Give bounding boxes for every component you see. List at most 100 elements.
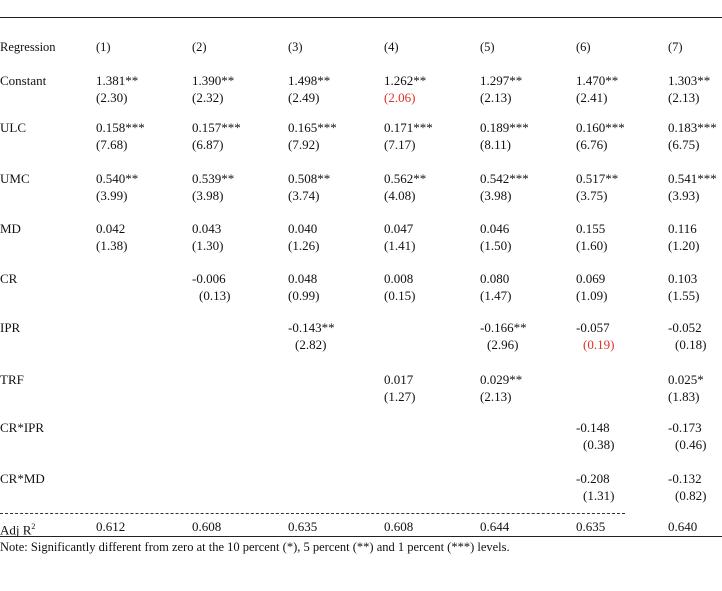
adj-r2-label: Adj R2: [0, 519, 35, 538]
t-statistic-cell: (0.46): [675, 437, 707, 452]
coefficient-cell: 1.470**: [576, 73, 619, 88]
column-header-2: (2): [192, 40, 207, 54]
coefficient-cell: 0.540**: [96, 171, 139, 186]
coefficient-cell: 0.048: [288, 271, 318, 286]
coefficient-cell: 0.155: [576, 221, 606, 236]
t-statistic-cell: (8.11): [480, 137, 511, 152]
t-statistic-cell: (3.98): [192, 188, 224, 203]
t-statistic-cell: (2.41): [576, 90, 608, 105]
coefficient-cell: 0.046: [480, 221, 510, 236]
coefficient-cell: 0.080: [480, 271, 510, 286]
coefficient-cell: 0.189***: [480, 120, 529, 135]
t-statistic-cell: (1.83): [668, 389, 700, 404]
coefficient-cell: 0.103: [668, 271, 698, 286]
t-statistic-cell: (0.13): [199, 288, 231, 303]
row-label-umc: UMC: [0, 171, 30, 186]
coefficient-cell: 0.539**: [192, 171, 235, 186]
t-statistic-cell: (2.32): [192, 90, 224, 105]
column-header-6: (6): [576, 40, 591, 54]
coefficient-cell: 0.517**: [576, 171, 619, 186]
row-label-ipr: IPR: [0, 320, 21, 335]
row-label-md: MD: [0, 221, 21, 236]
t-statistic-cell: (2.13): [480, 90, 512, 105]
coefficient-cell: 1.498**: [288, 73, 331, 88]
adj-r2-text: Adj R: [0, 522, 32, 538]
coefficient-cell: 0.541***: [668, 171, 717, 186]
coefficient-cell: 1.297**: [480, 73, 523, 88]
t-statistic-cell: (0.18): [675, 337, 707, 352]
coefficient-cell: -0.208: [576, 471, 610, 486]
coefficient-cell: 0.042: [96, 221, 126, 236]
t-statistic-cell: (1.20): [668, 238, 700, 253]
coefficient-cell: 0.165***: [288, 120, 337, 135]
coefficient-cell: 0.157***: [192, 120, 241, 135]
t-statistic-cell: (1.47): [480, 288, 512, 303]
column-header-4: (4): [384, 40, 399, 54]
coefficient-cell: 1.262**: [384, 73, 427, 88]
row-label-cr-md: CR*MD: [0, 471, 45, 486]
t-statistic-cell: (2.82): [295, 337, 327, 352]
coefficient-cell: 0.017: [384, 372, 414, 387]
coefficient-cell: -0.132: [668, 471, 702, 486]
coefficient-cell: 0.160***: [576, 120, 625, 135]
top-rule: [0, 17, 722, 18]
adj-r2-value: 0.635: [288, 519, 318, 534]
t-statistic-cell: (2.96): [487, 337, 519, 352]
t-statistic-cell: (1.31): [583, 488, 615, 503]
adj-r2-value: 0.608: [384, 519, 414, 534]
t-statistic-cell: (6.75): [668, 137, 700, 152]
coefficient-cell: 0.158***: [96, 120, 145, 135]
t-statistic-cell: (1.30): [192, 238, 224, 253]
coefficient-cell: -0.143**: [288, 320, 335, 335]
t-statistic-cell: (2.49): [288, 90, 320, 105]
t-statistic-cell: (2.13): [668, 90, 700, 105]
t-statistic-cell: (1.09): [576, 288, 608, 303]
t-statistic-cell: (0.19): [583, 337, 615, 352]
t-statistic-cell: (0.38): [583, 437, 615, 452]
adj-r2-value: 0.640: [668, 519, 698, 534]
dashed-rule: [0, 513, 625, 514]
adj-r2-value: 0.612: [96, 519, 126, 534]
t-statistic-cell: (1.38): [96, 238, 128, 253]
coefficient-cell: 0.040: [288, 221, 318, 236]
t-statistic-cell: (1.26): [288, 238, 320, 253]
coefficient-cell: 0.542***: [480, 171, 529, 186]
coefficient-cell: 1.390**: [192, 73, 235, 88]
t-statistic-cell: (7.92): [288, 137, 320, 152]
coefficient-cell: 0.171***: [384, 120, 433, 135]
t-statistic-cell: (2.30): [96, 90, 128, 105]
adj-r2-value: 0.635: [576, 519, 606, 534]
coefficient-cell: 1.303**: [668, 73, 711, 88]
row-label-cr-ipr: CR*IPR: [0, 420, 45, 435]
coefficient-cell: -0.052: [668, 320, 702, 335]
t-statistic-cell: (7.17): [384, 137, 416, 152]
t-statistic-cell: (3.99): [96, 188, 128, 203]
t-statistic-cell: (0.99): [288, 288, 320, 303]
coefficient-cell: 0.025*: [668, 372, 704, 387]
t-statistic-cell: (2.06): [384, 90, 416, 105]
coefficient-cell: -0.173: [668, 420, 702, 435]
coefficient-cell: -0.057: [576, 320, 610, 335]
t-statistic-cell: (0.82): [675, 488, 707, 503]
row-label-constant: Constant: [0, 73, 47, 88]
t-statistic-cell: (1.27): [384, 389, 416, 404]
t-statistic-cell: (1.60): [576, 238, 608, 253]
coefficient-cell: 0.043: [192, 221, 222, 236]
coefficient-cell: 1.381**: [96, 73, 139, 88]
coefficient-cell: 0.183***: [668, 120, 717, 135]
t-statistic-cell: (1.55): [668, 288, 700, 303]
coefficient-cell: -0.006: [192, 271, 226, 286]
coefficient-cell: 0.562**: [384, 171, 427, 186]
coefficient-cell: -0.166**: [480, 320, 527, 335]
adj-r2-value: 0.644: [480, 519, 510, 534]
row-label-cr: CR: [0, 271, 18, 286]
t-statistic-cell: (2.13): [480, 389, 512, 404]
table-note: Note: Significantly different from zero …: [0, 540, 510, 554]
bottom-rule: [0, 536, 722, 537]
coefficient-cell: 0.008: [384, 271, 414, 286]
coefficient-cell: 0.116: [668, 221, 697, 236]
t-statistic-cell: (3.93): [668, 188, 700, 203]
row-label-trf: TRF: [0, 372, 24, 387]
column-header-1: (1): [96, 40, 111, 54]
